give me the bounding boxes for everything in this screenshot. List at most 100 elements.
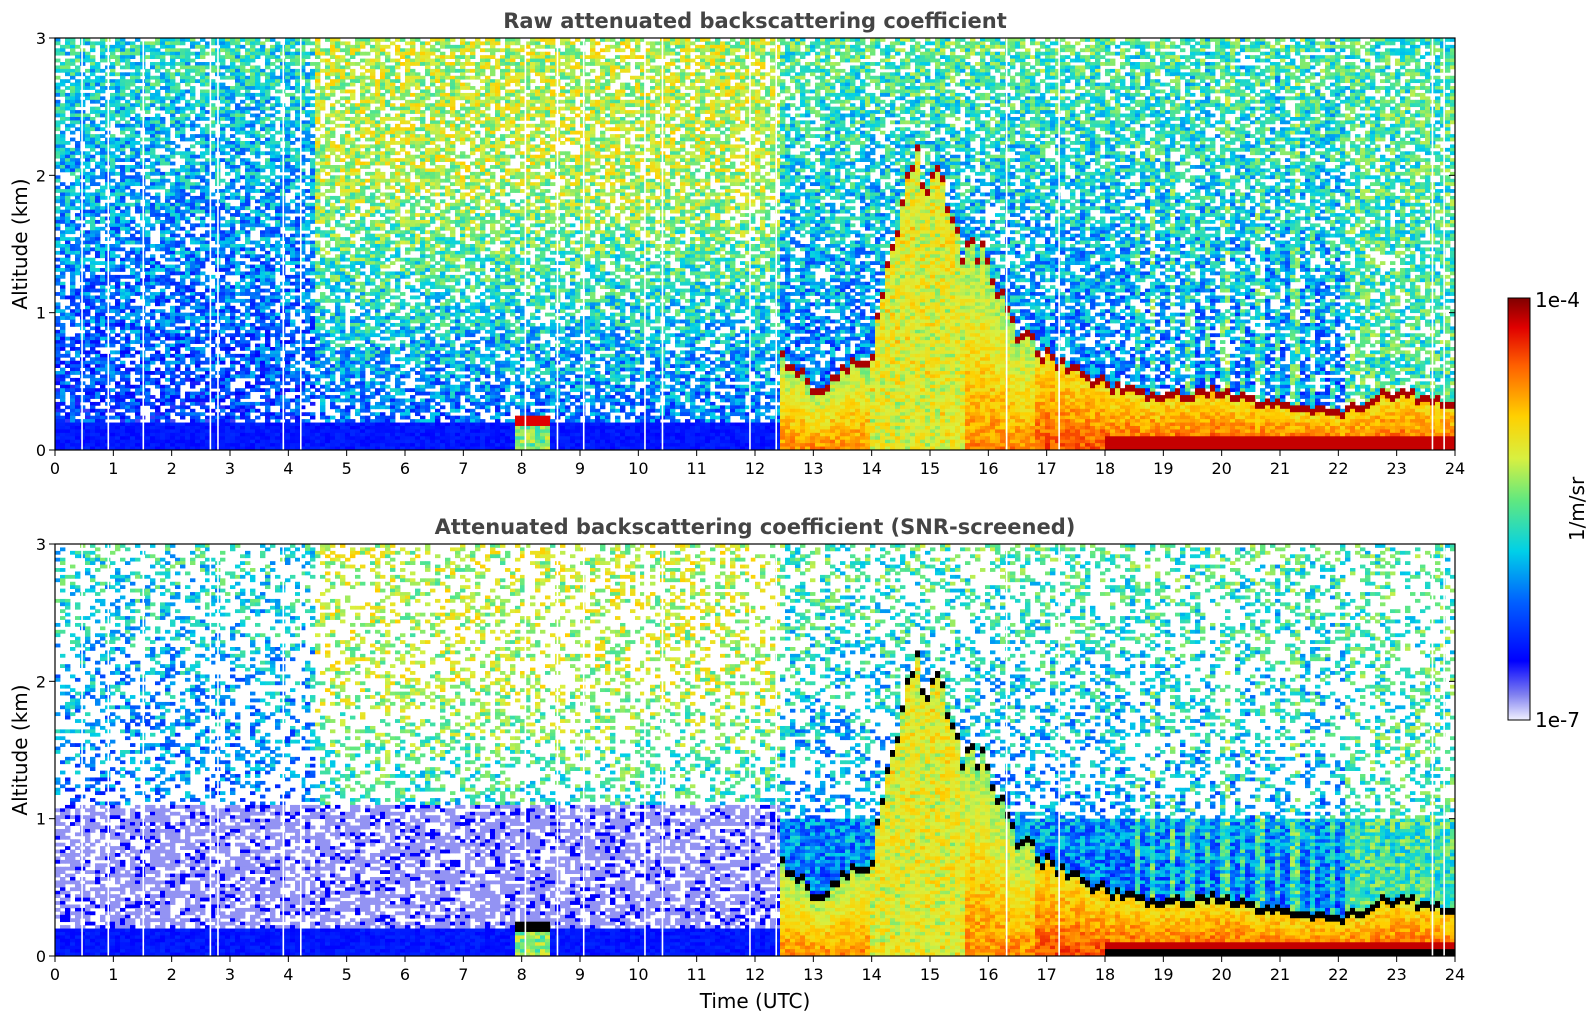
heatmap-cell [125,158,130,162]
heatmap-cell [275,59,280,63]
heatmap-cell [245,131,250,135]
heatmap-cell [65,405,70,409]
heatmap-cell [305,378,310,382]
heatmap-cell [275,203,280,207]
heatmap-cell [70,388,75,392]
heatmap-cell [290,141,295,145]
heatmap-cell [60,117,65,121]
heatmap-cell [265,265,270,269]
heatmap-cell [330,55,335,59]
heatmap-cell [275,79,280,83]
heatmap-cell [270,138,275,142]
heatmap-cell [165,96,170,100]
heatmap-cell [330,110,335,114]
heatmap-cell [75,436,80,440]
heatmap-cell [220,289,225,293]
heatmap-cell [235,443,240,447]
heatmap-cell [75,120,80,124]
heatmap-cell [315,230,320,234]
heatmap-cell [290,72,295,76]
heatmap-cell [260,364,265,368]
heatmap-cell [275,364,280,368]
heatmap-cell [90,175,95,179]
heatmap-cell [60,69,65,73]
heatmap-cell [60,155,65,159]
heatmap-cell [275,65,280,69]
heatmap-cell [320,423,325,427]
heatmap-cell [75,96,80,100]
heatmap-cell [230,423,235,427]
heatmap-cell [325,309,330,313]
heatmap-cell [135,148,140,152]
heatmap-cell [305,278,310,282]
heatmap-cell [240,72,245,76]
heatmap-cell [305,52,310,56]
heatmap-cell [265,340,270,344]
heatmap-cell [120,306,125,310]
heatmap-cell [230,127,235,131]
heatmap-cell [235,299,240,303]
heatmap-cell [95,381,100,385]
heatmap-cell [195,440,200,444]
heatmap-cell [165,62,170,66]
heatmap-cell [335,100,340,104]
heatmap-cell [180,306,185,310]
heatmap-cell [100,120,105,124]
heatmap-cell [125,374,130,378]
heatmap-cell [285,278,290,282]
heatmap-cell [250,114,255,118]
heatmap-cell [245,148,250,152]
heatmap-cell [115,120,120,124]
heatmap-cell [120,220,125,224]
heatmap-cell [65,45,70,49]
heatmap-cell [150,316,155,320]
heatmap-cell [335,285,340,289]
heatmap-cell [95,306,100,310]
heatmap-cell [265,381,270,385]
heatmap-cell [115,172,120,176]
heatmap-cell [70,429,75,433]
heatmap-cell [135,330,140,334]
heatmap-cell [225,423,230,427]
heatmap-cell [150,86,155,90]
heatmap-cell [265,151,270,155]
heatmap-cell [110,86,115,90]
heatmap-cell [235,392,240,396]
heatmap-cell [110,168,115,172]
heatmap-cell [330,368,335,372]
heatmap-cell [90,436,95,440]
heatmap-cell [95,165,100,169]
heatmap-cell [190,93,195,97]
heatmap-cell [100,127,105,131]
heatmap-cell [150,144,155,148]
heatmap-cell [250,241,255,245]
heatmap-cell [115,254,120,258]
heatmap-cell [130,227,135,231]
heatmap-cell [335,309,340,313]
heatmap-cell [180,196,185,200]
heatmap-cell [60,114,65,118]
heatmap-cell [285,62,290,66]
heatmap-cell [125,110,130,114]
heatmap-cell [310,433,315,437]
heatmap-cell [90,285,95,289]
heatmap-cell [55,206,60,210]
heatmap-cell [160,289,165,293]
heatmap-cell [255,326,260,330]
heatmap-cell [265,237,270,241]
heatmap-cell [55,265,60,269]
heatmap-cell [125,62,130,66]
heatmap-cell [230,244,235,248]
heatmap-cell [185,436,190,440]
heatmap-cell [255,337,260,341]
heatmap-cell [255,223,260,227]
heatmap-cell [85,79,90,83]
heatmap-cell [235,144,240,148]
heatmap-cell [270,199,275,203]
heatmap-cell [190,323,195,327]
heatmap-cell [330,265,335,269]
heatmap-cell [110,261,115,265]
heatmap-cell [335,306,340,310]
heatmap-cell [120,296,125,300]
heatmap-cell [145,230,150,234]
